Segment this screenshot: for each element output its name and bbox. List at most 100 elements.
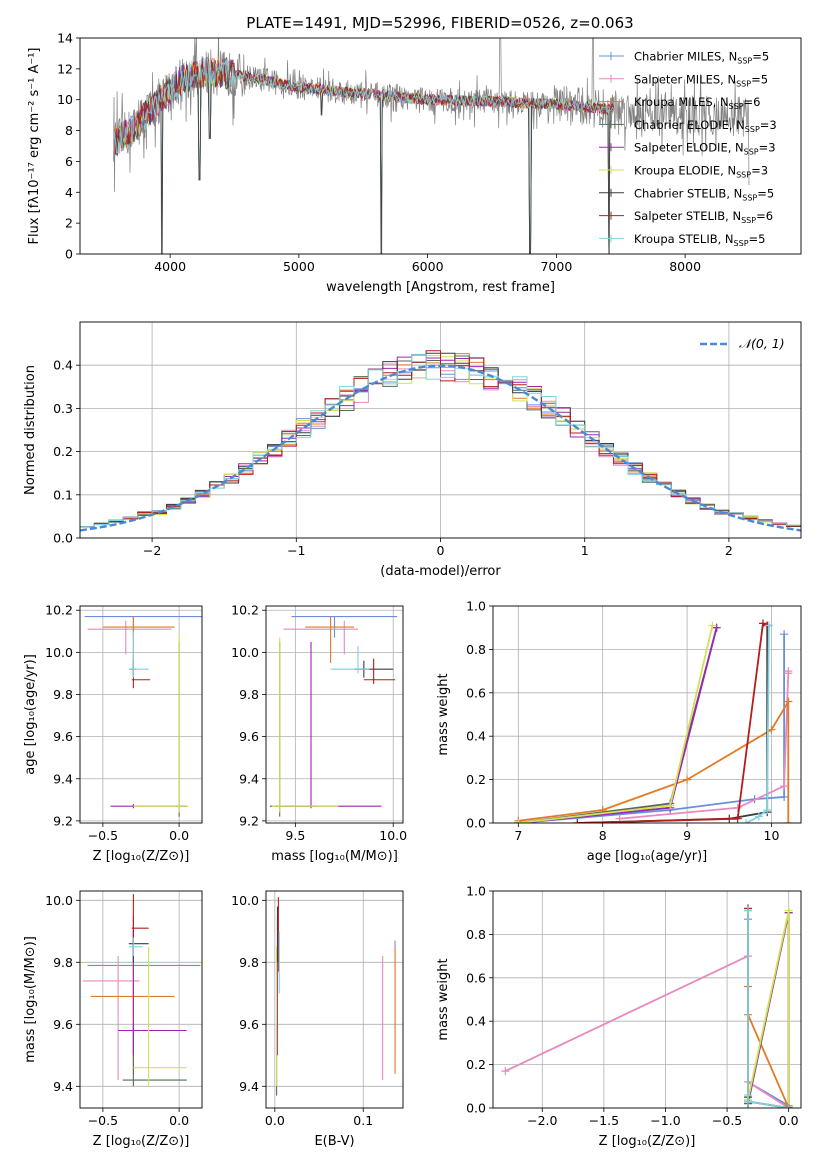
y-tick-label: 2 <box>65 216 73 231</box>
y-tick-label: 0 <box>65 247 73 262</box>
y-tick-label: 8 <box>65 123 73 138</box>
y-tick-label: 0.6 <box>466 970 486 985</box>
panel-residuals: −2 −1 0 1 2 0.0 0.1 0.2 0.3 0.4 (data-model)/error… <box>23 321 802 579</box>
x-tick-label: 2 <box>725 543 733 558</box>
x-tick-label: −1.5 <box>589 1113 619 1128</box>
y-tick-label: 0.2 <box>53 444 73 459</box>
x-axis-label: age [log₁₀(age/yr)] <box>587 849 708 864</box>
legend-label-kroupa_elodie: Kroupa ELODIE, NSSP=3 <box>634 164 768 180</box>
y-tick-label: 9.4 <box>53 1079 73 1094</box>
y-tick-label: 4 <box>65 185 73 200</box>
legend-suffix: =6 <box>744 95 761 109</box>
x-axis-label: (data-model)/error <box>380 564 501 579</box>
plot-area <box>113 38 750 254</box>
y-tick-label: 0.0 <box>466 816 486 831</box>
weight-marker-kroupa_elodie <box>708 621 717 630</box>
weight-marker-kroupa_miles <box>784 697 793 706</box>
legend-text: Chabrier STELIB, N <box>634 186 742 200</box>
x-tick-label: 7 <box>514 828 522 843</box>
legend-label-salpeter_elodie: Salpeter ELODIE, NSSP=3 <box>634 141 776 157</box>
axes-frame <box>265 890 404 1109</box>
axes-frame <box>79 605 203 824</box>
weight-line-kroupa_elodie <box>518 625 714 823</box>
weight-marker-salpeter_miles <box>501 1067 510 1076</box>
panel-spectrum: 4000 5000 6000 7000 8000 0 2 4 6 8 10 12 14 wavelengt… <box>27 31 802 295</box>
x-tick-label: −0.5 <box>88 1113 118 1128</box>
legend-label-salpeter_miles: Salpeter MILES, NSSP=5 <box>634 72 768 88</box>
panel-mass_vs_z: −0.5 0.0 9.4 9.6 9.8 10.0 Z [log₁₀(Z/Z⊙)] mass … <box>23 890 203 1149</box>
legend-sub: SSP <box>736 79 751 88</box>
x-tick-label: 10.0 <box>379 828 407 843</box>
weight-marker-salpeter_miles <box>733 803 742 812</box>
x-tick-label: 6000 <box>412 259 444 274</box>
x-tick-label: 9.5 <box>285 828 305 843</box>
gaussian-curve <box>80 364 801 532</box>
weight-line-kroupa_stelib <box>745 625 770 823</box>
x-tick-label: −1.0 <box>650 1113 680 1128</box>
y-tick-label: 1.0 <box>466 599 486 614</box>
y-tick-label: 10.0 <box>45 645 73 660</box>
y-tick-label: 6 <box>65 154 73 169</box>
x-tick-label: 0 <box>437 543 445 558</box>
y-axis-label: mass weight <box>436 673 451 755</box>
legend-sub: SSP <box>734 239 749 248</box>
x-tick-label: −2.0 <box>527 1113 557 1128</box>
legend-sub: SSP <box>744 148 759 157</box>
legend-text: Salpeter ELODIE, N <box>634 141 744 155</box>
y-tick-label: 0.8 <box>466 927 486 942</box>
x-tick-label: 8000 <box>669 259 701 274</box>
weight-line-salpeter_stelib <box>577 622 768 823</box>
x-tick-label: 1 <box>581 543 589 558</box>
weight-marker-kroupa_stelib <box>742 819 751 823</box>
y-tick-label: 10.0 <box>231 893 259 908</box>
weight-marker-kroupa_stelib <box>744 1097 753 1106</box>
y-tick-label: 0.0 <box>53 531 73 546</box>
model-spectrum-kroupa_stelib <box>113 57 615 159</box>
weight-marker-kroupa_stelib <box>784 1104 793 1108</box>
y-tick-label: 0.1 <box>53 487 73 502</box>
y-tick-label: 0.0 <box>466 1101 486 1116</box>
weight-marker-chabrier_miles <box>780 630 789 639</box>
weight-marker-kroupa_miles <box>784 819 793 823</box>
chart-title: PLATE=1491, MJD=52996, FIBERID=0526, z=0… <box>246 14 633 32</box>
y-tick-label: 9.8 <box>239 687 259 702</box>
y-tick-label: 9.8 <box>53 955 73 970</box>
y-tick-label: 9.6 <box>53 729 73 744</box>
axes-frame <box>265 605 404 824</box>
weight-marker-kroupa_stelib <box>744 906 753 915</box>
weight-marker-kroupa_stelib <box>763 805 772 814</box>
legend-suffix: =3 <box>751 164 768 178</box>
legend-label-chabrier_stelib: Chabrier STELIB, NSSP=5 <box>634 186 774 202</box>
y-axis-label: mass weight <box>436 958 451 1040</box>
weight-line-chabrier_miles <box>518 634 785 823</box>
weight-marker-salpeter_stelib <box>733 814 742 823</box>
legend-sub: SSP <box>736 171 751 180</box>
x-axis-label: Z [log₁₀(Z/Z⊙)] <box>93 849 190 864</box>
axes-frame <box>79 321 802 539</box>
panel-mass_vs_ebv: 0.0 0.1 9.4 9.6 9.8 10.0 E(B-V) <box>231 890 404 1149</box>
legend-text: Salpeter MILES, N <box>634 72 736 86</box>
y-tick-label: 12 <box>57 61 73 76</box>
panel-weight_vs_z: −2.0 −1.5 −1.0 −0.5 0.0 0.0 0.2 0.4 0.6 0.8 1.0 Z [… <box>436 884 802 1149</box>
y-tick-label: 10.0 <box>231 645 259 660</box>
legend-text: Chabrier ELODIE, N <box>634 118 745 132</box>
legend-suffix: =5 <box>752 50 769 64</box>
weight-marker-salpeter_miles <box>780 782 789 791</box>
x-tick-label: −2 <box>143 543 161 558</box>
y-tick-label: 9.6 <box>53 1017 73 1032</box>
x-tick-label: 5000 <box>283 259 315 274</box>
y-tick-label: 0.4 <box>466 729 486 744</box>
weight-marker-chabrier_miles <box>780 792 789 801</box>
legend-suffix: =5 <box>749 232 766 246</box>
y-axis-label: age [log₁₀(age/yr)] <box>23 654 38 775</box>
weight-line-salpeter_miles <box>504 954 790 1108</box>
x-tick-label: 0.0 <box>169 1113 189 1128</box>
x-tick-label: 0.1 <box>353 1113 373 1128</box>
y-tick-label: 10.0 <box>45 893 73 908</box>
panel-age_vs_z: −0.5 0.0 9.2 9.4 9.6 9.8 10.0 10.2 Z [log₁₀(Z/Z⊙… <box>23 603 203 864</box>
y-tick-label: 1.0 <box>466 884 486 899</box>
weight-marker-salpeter_stelib <box>759 619 768 628</box>
y-tick-label: 10 <box>57 92 73 107</box>
y-tick-label: 0.4 <box>53 358 73 373</box>
weight-marker-kroupa_elodie <box>514 819 523 823</box>
